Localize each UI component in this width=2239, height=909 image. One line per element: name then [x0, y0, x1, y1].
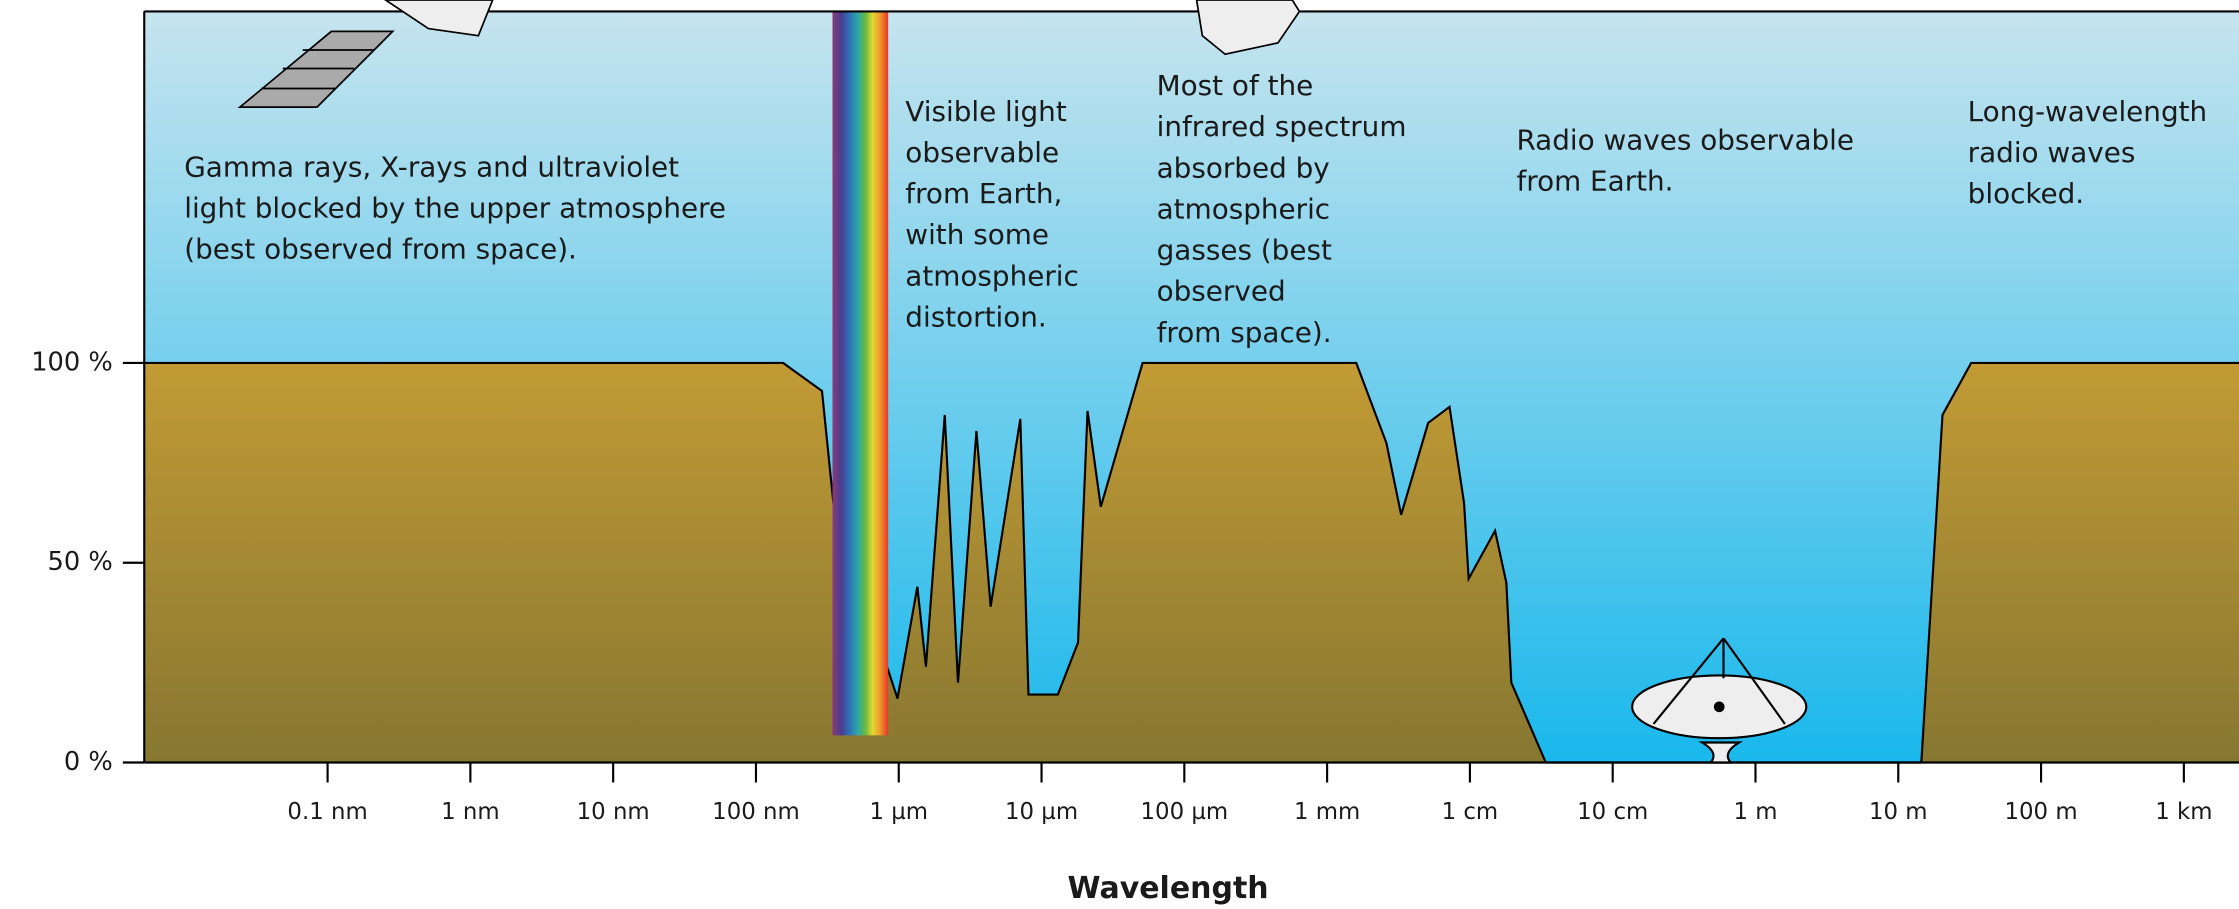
annotation-line: atmospheric [1157, 192, 1331, 225]
annotation-line: Visible light [905, 95, 1067, 128]
x-axis-label: Wavelength [1067, 871, 1268, 906]
x-tick-label: 0.1 nm [287, 799, 367, 825]
annotation-line: Long-wavelength [1968, 95, 2208, 128]
annotation-line: atmospheric [905, 259, 1079, 292]
annotation-line: observable [905, 136, 1059, 169]
annotation-line: absorbed by [1157, 151, 1330, 184]
x-tick-label: 10 cm [1577, 799, 1648, 825]
annotation-line: radio waves [1968, 136, 2136, 169]
annotation-line: observed [1157, 275, 1286, 308]
annotation-line: (best observed from space). [184, 233, 577, 266]
visible-spectrum [832, 11, 888, 735]
x-tick-label: 1 km [2155, 799, 2212, 825]
annotation-line: with some [905, 218, 1049, 251]
annotation-line: from Earth. [1516, 164, 1673, 197]
annotation-line: from Earth, [905, 177, 1062, 210]
chart: Wavelength 0 % 50 % 100 % 0.1 nm 1 nm 10 nm 10… [0, 0, 2239, 909]
x-tick-label: 10 µm [1005, 799, 1078, 825]
x-tick-label: 1 m [1733, 799, 1777, 825]
x-tick-label: 100 µm [1141, 799, 1229, 825]
annotation-line: distortion. [905, 300, 1046, 333]
x-tick-label: 1 mm [1294, 799, 1360, 825]
x-tick-label: 1 µm [869, 799, 928, 825]
y-tick-label: 100 % [31, 347, 113, 377]
annotation-line: blocked. [1968, 177, 2084, 210]
annotation-line: from space). [1157, 316, 1332, 349]
page: {"chart_data": { "type": "area", "x_labe… [0, 0, 2239, 909]
x-tick-label: 1 cm [1442, 799, 1499, 825]
x-tick-label: 100 nm [712, 799, 800, 825]
annotation-line: infrared spectrum [1157, 110, 1407, 143]
x-tick-label: 10 m [1869, 799, 1928, 825]
x-tick-label: 1 nm [441, 799, 500, 825]
annotation-line: Most of the [1157, 69, 1314, 102]
annotation-line: light blocked by the upper atmosphere [184, 192, 726, 225]
annotation-line: Gamma rays, X-rays and ultraviolet [184, 150, 679, 183]
y-tick-label: 0 % [64, 747, 113, 777]
annotation-line: Radio waves observable [1516, 123, 1854, 156]
y-tick-label: 50 % [48, 547, 113, 577]
x-tick-label: 10 nm [577, 799, 650, 825]
annotation-line: gasses (best [1157, 234, 1332, 267]
x-tick-label: 100 m [2005, 799, 2078, 825]
